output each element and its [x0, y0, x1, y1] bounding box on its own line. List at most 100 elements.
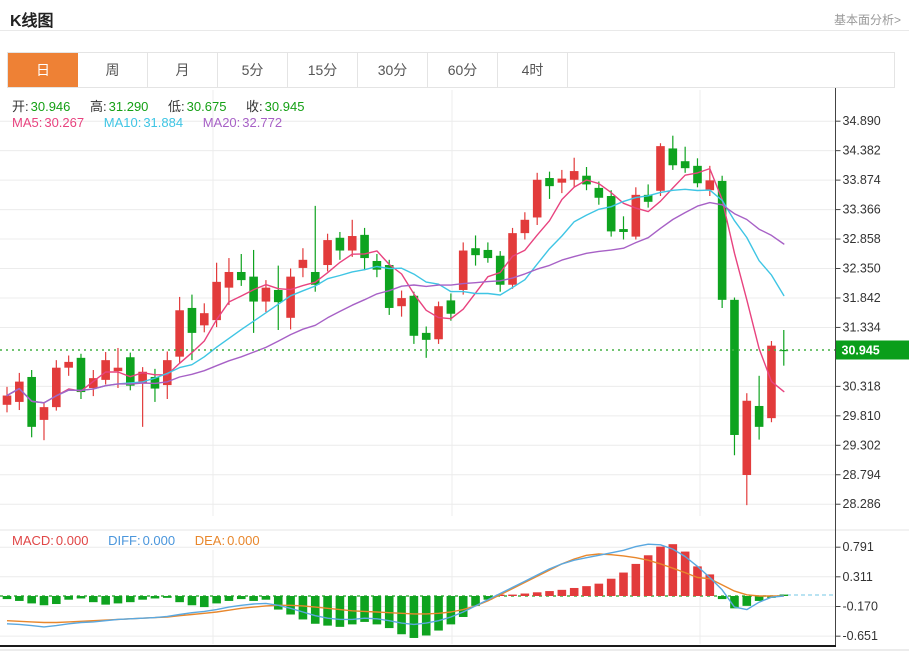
- main-axis-label: 31.334: [843, 320, 881, 334]
- tab-30min[interactable]: 30分: [358, 53, 428, 87]
- candle-body: [212, 281, 221, 321]
- candle-body: [199, 313, 209, 326]
- macd-hist-bar: [15, 596, 24, 601]
- macd-hist-bar: [39, 596, 49, 606]
- tab-5min[interactable]: 5分: [218, 53, 288, 87]
- macd-hist-bar: [557, 589, 567, 596]
- macd-axis-label: -0.651: [843, 629, 878, 643]
- candle-body: [545, 178, 554, 187]
- tab-week[interactable]: 周: [78, 53, 148, 87]
- candle-body: [162, 360, 172, 386]
- tabbar-filler: [568, 53, 894, 87]
- macd-hist-bar: [446, 596, 456, 625]
- tab-15min[interactable]: 15分: [288, 53, 358, 87]
- tab-60min[interactable]: 60分: [428, 53, 498, 87]
- candle-body: [619, 229, 628, 232]
- macd-hist-bar: [162, 596, 172, 598]
- low-label: 低:: [168, 99, 185, 114]
- macd-axis-label: 0.791: [843, 540, 874, 554]
- candle-body: [705, 180, 715, 191]
- main-axis-label: 29.810: [843, 409, 881, 423]
- macd-hist-bar: [261, 596, 271, 600]
- candle-body: [557, 178, 567, 183]
- candle-body: [286, 276, 295, 318]
- candle-body: [508, 233, 517, 285]
- macd-value: 0.000: [55, 533, 89, 548]
- macd-hist-bar: [27, 596, 36, 604]
- open-value: 30.946: [30, 99, 71, 114]
- macd-hist-bar: [64, 596, 73, 600]
- ma-legend: MA5: 30.267 MA10: 31.884 MA20: 32.772: [12, 115, 284, 130]
- dea-label: DEA:: [194, 533, 226, 548]
- main-axis-label: 31.842: [843, 291, 881, 305]
- macd-hist-bar: [742, 596, 752, 606]
- macd-hist-bar: [569, 587, 579, 596]
- macd-hist-bar: [532, 592, 542, 596]
- candle-body: [101, 360, 110, 380]
- macd-hist-bar: [298, 596, 308, 620]
- ma20-value: 32.772: [242, 115, 283, 130]
- candle-body: [138, 371, 147, 383]
- macd-hist-bar: [421, 596, 431, 636]
- candle-body: [187, 307, 197, 333]
- macd-hist-bar: [631, 563, 641, 596]
- candle-body: [643, 194, 653, 202]
- macd-hist-bar: [582, 586, 591, 596]
- period-tabbar: 日 周 月 5分 15分 30分 60分 4时: [7, 52, 895, 88]
- ma10-line: [6, 188, 785, 404]
- tab-month[interactable]: 月: [148, 53, 218, 87]
- macd-hist-bar: [335, 596, 345, 627]
- candle-body: [483, 249, 493, 259]
- candle-body: [742, 400, 752, 475]
- candle-body: [754, 405, 764, 427]
- candle-body: [39, 407, 49, 420]
- main-axis-label: 28.794: [843, 468, 881, 482]
- candle-body: [458, 250, 468, 290]
- main-axis-label: 30.318: [843, 379, 881, 393]
- macd-hist-bar: [323, 596, 332, 626]
- macd-hist-bar: [273, 596, 283, 610]
- fundamental-analysis-link[interactable]: 基本面分析>: [833, 13, 901, 27]
- macd-hist-bar: [520, 593, 530, 596]
- macd-hist-bar: [360, 596, 369, 622]
- close-value: 30.945: [264, 99, 305, 114]
- candle-body: [310, 271, 320, 285]
- candle-body: [520, 219, 530, 234]
- macd-legend: MACD: 0.000 DIFF: 0.000 DEA: 0.000: [12, 533, 262, 548]
- candle-body: [224, 271, 234, 288]
- tab-4hour[interactable]: 4时: [498, 53, 568, 87]
- macd-axis-label: -0.170: [843, 599, 878, 613]
- candle-body: [434, 306, 443, 340]
- main-axis-label: 33.874: [843, 173, 881, 187]
- macd-hist-bar: [212, 596, 221, 604]
- tab-day[interactable]: 日: [8, 53, 78, 87]
- macd-hist-bar: [680, 551, 690, 596]
- low-value: 30.675: [186, 99, 227, 114]
- dea-value: 0.000: [227, 533, 260, 548]
- macd-hist-bar: [754, 596, 764, 601]
- macd-label: MACD:: [12, 533, 54, 548]
- macd-hist-bar: [483, 596, 493, 600]
- current-price-badge-label: 30.945: [842, 344, 880, 358]
- high-label: 高:: [90, 99, 107, 114]
- header-divider: [0, 30, 909, 31]
- macd-hist-bar: [113, 596, 123, 604]
- macd-hist-bar: [705, 574, 715, 596]
- main-axis-label: 29.302: [843, 438, 881, 452]
- open-label: 开:: [12, 99, 29, 114]
- kline-chart-canvas[interactable]: 34.890 34.382 33.874 33.366 32.858 32.350 31.8…: [0, 88, 909, 651]
- diff-line: [6, 543, 784, 628]
- candle-body: [409, 295, 419, 336]
- macd-hist-bar: [175, 596, 184, 603]
- macd-hist-bar: [236, 596, 246, 600]
- macd-hist-bar: [224, 596, 234, 601]
- candle-body: [64, 361, 73, 368]
- candle-body: [323, 240, 332, 266]
- candle-body: [372, 260, 382, 270]
- candle-body: [126, 357, 135, 386]
- macd-hist-bar: [471, 596, 480, 606]
- main-axis-label: 34.382: [843, 144, 881, 158]
- close-label: 收:: [246, 99, 263, 114]
- candle-body: [175, 310, 184, 357]
